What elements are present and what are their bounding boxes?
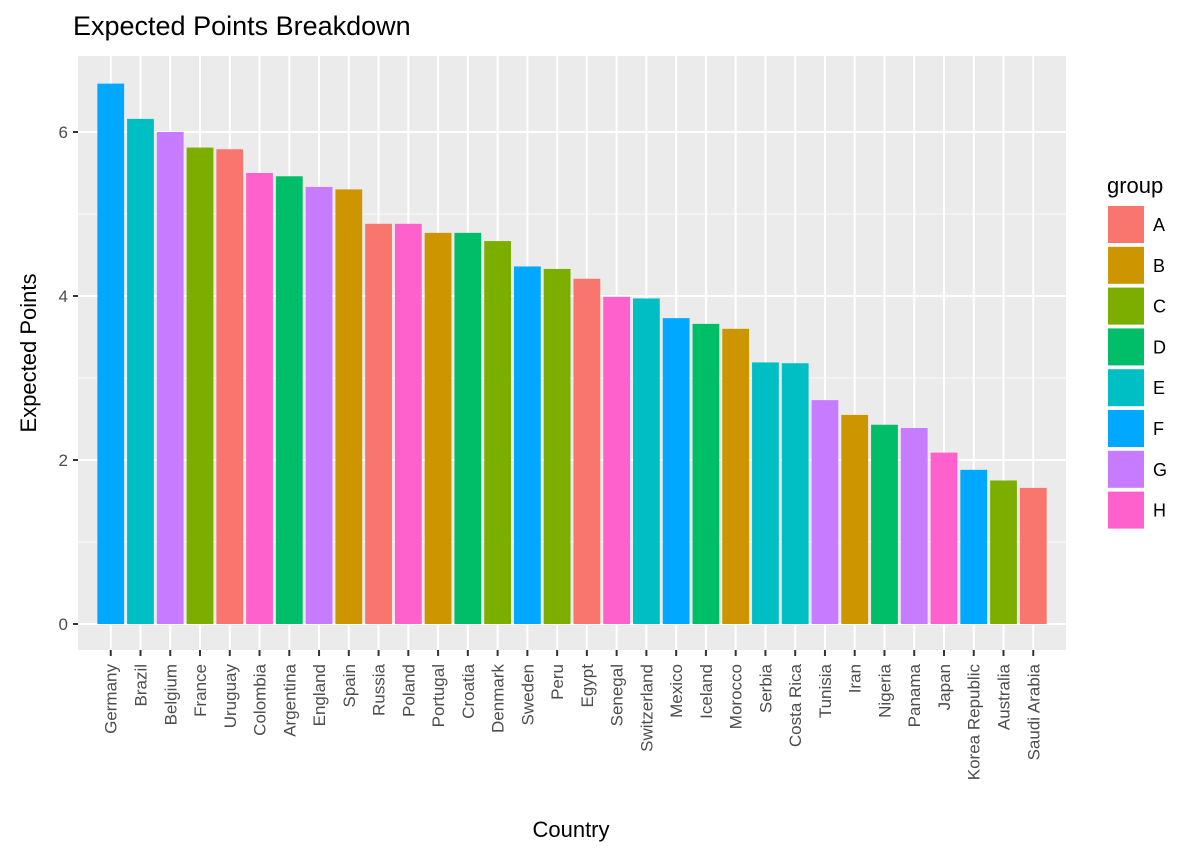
bar: [365, 223, 392, 624]
x-tick-label: Panama: [905, 663, 924, 727]
bar: [752, 362, 779, 624]
legend-key: [1108, 410, 1144, 447]
x-tick-label: Korea Republic: [965, 664, 984, 781]
x-tick-label: Croatia: [459, 663, 478, 718]
bar: [484, 241, 511, 624]
bar: [930, 452, 958, 624]
legend-label: E: [1153, 378, 1165, 398]
legend-key: [1108, 206, 1144, 243]
bar: [781, 363, 809, 624]
x-tick-label: Denmark: [489, 664, 508, 733]
legend-title: group: [1107, 173, 1163, 198]
legend-key: [1108, 491, 1144, 529]
x-tick-label: Switzerland: [637, 664, 656, 752]
bar: [633, 298, 660, 624]
x-tick-label: Belgium: [161, 664, 180, 725]
bar: [841, 414, 869, 624]
x-tick-label: England: [310, 664, 329, 726]
legend-label: C: [1153, 297, 1166, 317]
bar: [603, 296, 631, 624]
x-tick-label: Japan: [935, 664, 954, 710]
x-tick-label: Costa Rica: [786, 663, 805, 747]
x-tick-label: Brazil: [131, 664, 150, 707]
x-tick-label: Iran: [846, 664, 865, 693]
x-axis: Germany Brazil Belgium France Uruguay Colombi…: [102, 650, 1043, 781]
bar: [275, 176, 303, 624]
x-tick-label: Nigeria: [875, 663, 894, 717]
bar: [186, 147, 214, 624]
x-tick-label: Egypt: [578, 664, 597, 708]
y-tick-label: 0: [59, 615, 68, 634]
legend-label: B: [1153, 256, 1165, 276]
bar: [662, 318, 690, 624]
legend-key: [1108, 369, 1144, 407]
x-tick-label: Germany: [102, 664, 121, 734]
y-axis: 0 2 4 6: [59, 123, 78, 634]
legend: group A B CD E F G H: [1107, 173, 1167, 529]
x-tick-label: Peru: [548, 664, 567, 700]
x-tick-label: Saudi Arabia: [1024, 663, 1043, 760]
x-tick-label: Poland: [399, 664, 418, 717]
bar: [990, 480, 1017, 624]
bar: [97, 83, 125, 625]
legend-key: [1108, 287, 1144, 325]
x-tick-label: Sweden: [518, 664, 537, 725]
bar: [692, 323, 720, 624]
bar: [216, 149, 244, 624]
x-tick-label: Spain: [340, 664, 359, 707]
x-tick-label: Australia: [995, 663, 1014, 730]
bar: [305, 186, 333, 624]
y-tick-label: 4: [59, 287, 68, 306]
bar: [811, 400, 839, 624]
bar: [335, 189, 363, 624]
legend-label: A: [1153, 215, 1165, 235]
x-axis-title: Country: [532, 817, 609, 842]
legend-label: G: [1153, 460, 1167, 480]
x-tick-label: Senegal: [608, 664, 627, 726]
bar: [1019, 487, 1047, 624]
bar: [246, 173, 273, 624]
legend-key: [1108, 246, 1144, 284]
y-tick-label: 2: [59, 451, 68, 470]
bar: [513, 266, 541, 624]
x-tick-label: Argentina: [280, 663, 299, 736]
bars: [97, 83, 1047, 625]
x-tick-label: Colombia: [251, 663, 270, 735]
bar: [156, 132, 184, 624]
legend-key: [1108, 450, 1144, 488]
x-tick-label: Uruguay: [221, 664, 240, 729]
bar: [722, 328, 750, 624]
y-tick-label: 6: [59, 123, 68, 142]
bar: [900, 428, 928, 624]
bar: [424, 232, 452, 625]
bar: [573, 278, 601, 624]
x-tick-label: Portugal: [429, 664, 448, 727]
x-tick-label: Iceland: [697, 664, 716, 719]
legend-key: [1108, 328, 1144, 366]
x-tick-label: Russia: [370, 663, 389, 716]
bar: [960, 469, 988, 624]
chart-title: Expected Points Breakdown: [73, 11, 411, 41]
bar: [454, 232, 482, 625]
legend-label: D: [1153, 337, 1166, 357]
bar: [127, 118, 154, 624]
y-axis-title: Expected Points: [16, 274, 41, 433]
x-tick-label: Mexico: [667, 664, 686, 718]
x-tick-label: France: [191, 664, 210, 717]
bar: [543, 268, 571, 624]
x-tick-label: Serbia: [756, 663, 775, 713]
x-tick-label: Tunisia: [816, 663, 835, 718]
bar: [394, 223, 422, 624]
legend-label: H: [1153, 501, 1166, 521]
x-tick-label: Morocco: [727, 664, 746, 729]
legend-label: F: [1153, 419, 1164, 439]
bar: [871, 424, 898, 624]
